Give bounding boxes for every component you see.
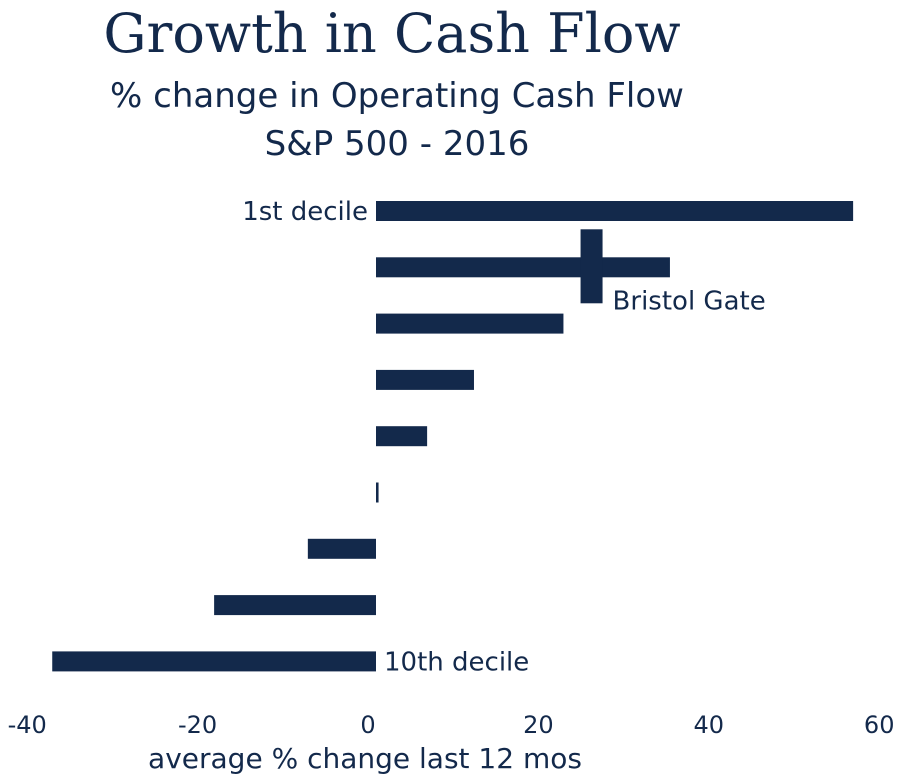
bar-decile-3	[376, 313, 564, 334]
first-decile-label: 1st decile	[242, 197, 368, 227]
bar-decile-2	[376, 257, 670, 278]
bar-decile-1	[376, 201, 854, 221]
x-tick-label: 0	[360, 711, 375, 739]
x-tick-label: -40	[8, 711, 47, 739]
bar-decile-4	[376, 369, 474, 390]
bar-decile-6	[376, 482, 379, 503]
x-tick-label: -20	[178, 711, 217, 739]
bristol-gate-marker	[580, 229, 603, 304]
marker-vertical-bar	[580, 229, 603, 304]
bristol-gate-label: Bristol Gate	[613, 286, 766, 316]
x-axis-label: average % change last 12 mos	[148, 742, 582, 775]
x-tick-label: 20	[523, 711, 554, 739]
chart-title: Growth in Cash Flow	[103, 2, 680, 65]
bar-decile-5	[376, 426, 428, 447]
bar-decile-9	[52, 651, 377, 672]
bar-decile-8	[214, 595, 376, 616]
bar-group	[52, 201, 854, 672]
x-axis-ticks: -40 -20 0 20 40 60	[8, 711, 895, 739]
tenth-decile-label: 10th decile	[384, 647, 529, 677]
bar-decile-7	[307, 538, 376, 559]
x-tick-label: 60	[864, 711, 895, 739]
chart-subtitle-1: % change in Operating Cash Flow	[110, 76, 684, 116]
chart-subtitle-2: S&P 500 - 2016	[265, 124, 530, 164]
x-tick-label: 40	[694, 711, 725, 739]
